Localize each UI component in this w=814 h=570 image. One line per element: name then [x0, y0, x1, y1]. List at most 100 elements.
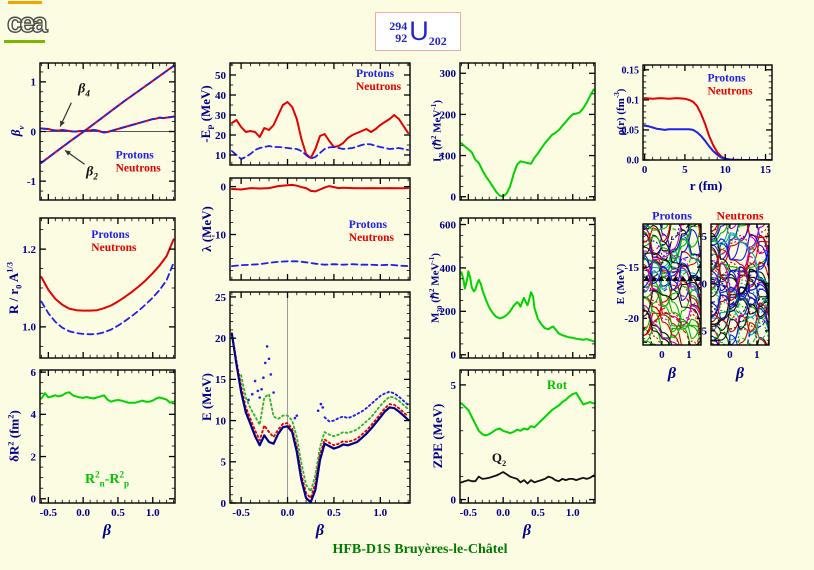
ylabel-delta-r2: δR2 (fm2) [5, 410, 22, 462]
beta4-annotation: β4 [78, 81, 90, 99]
ylabel-zpe: ZPE (MeV) [430, 403, 445, 469]
nuclide-box: 294 92 U 202 [375, 12, 461, 51]
ylabel-lambda: λ (MeV) [199, 206, 214, 252]
svg-text:0.5: 0.5 [111, 507, 125, 519]
svg-text:1.0: 1.0 [373, 507, 387, 519]
svg-text:30: 30 [215, 110, 227, 122]
svg-text:-0.5: -0.5 [460, 507, 478, 519]
cea-logo-letters: cea [7, 7, 48, 38]
svg-text:5: 5 [451, 380, 457, 392]
svg-text:6: 6 [31, 367, 37, 379]
nuclide-mass-charge: 294 92 [389, 20, 407, 44]
xlabel-r-fm: r (fm) [689, 178, 723, 193]
svg-text:0.5: 0.5 [531, 507, 545, 519]
svg-text:0: 0 [702, 278, 708, 290]
xlabel-beta-col3: β [522, 522, 532, 539]
xlabel-beta-sp-protons: β [667, 365, 677, 382]
ylabel-radius: R / r0 A1/3 [4, 261, 24, 315]
svg-text:4: 4 [31, 409, 37, 421]
svg-text:25: 25 [215, 292, 227, 304]
nuclide-symbol: U [409, 16, 429, 46]
svg-text:100: 100 [440, 150, 457, 162]
svg-text:0.15: 0.15 [622, 65, 640, 76]
svg-text:40: 40 [215, 90, 227, 102]
ylabel-pairing: -EP (MeV) [198, 85, 216, 143]
svg-text:1.0: 1.0 [566, 507, 580, 519]
svg-text:0: 0 [31, 494, 37, 506]
nuclide-neutron-number: 202 [428, 34, 447, 48]
cea-logo-text: cea [6, 6, 52, 38]
panel-sp_neutrons: 5 0 -5 0 1 [698, 223, 770, 361]
ylabel-beta-nu: βν [8, 125, 26, 137]
svg-text:5: 5 [702, 231, 708, 243]
xlabel-beta-sp-neutrons: β [735, 365, 745, 382]
svg-text:0: 0 [451, 494, 457, 506]
svg-text:-15: -15 [624, 262, 639, 274]
sp-protons-title: Protons [652, 208, 692, 223]
svg-text:0.0: 0.0 [281, 507, 295, 519]
ylabel-m20: M20 (ℏ2 MeV-1) [428, 252, 444, 324]
svg-text:Neutrons: Neutrons [356, 81, 402, 93]
ylabel-density: ρ(r) (fm-3) [613, 88, 627, 136]
svg-text:-0.5: -0.5 [232, 507, 250, 519]
svg-text:300: 300 [440, 68, 457, 80]
logo-green-bar-icon [4, 40, 45, 43]
panel-energy: -0.5 0.0 0.5 1.0 0 5 10 15 20 25 [215, 291, 411, 519]
svg-text:50: 50 [215, 70, 227, 82]
svg-text:Protons: Protons [116, 149, 155, 161]
svg-text:10: 10 [720, 164, 732, 176]
svg-text:1: 1 [754, 349, 760, 361]
svg-text:-10: -10 [211, 229, 226, 241]
svg-text:0: 0 [451, 192, 457, 204]
svg-text:Protons: Protons [708, 73, 747, 85]
svg-text:600: 600 [440, 219, 457, 231]
panel-zpe: -0.5 0.0 0.5 1.0 0 5 [451, 369, 596, 519]
svg-text:-1: -1 [27, 176, 36, 188]
svg-text:20: 20 [215, 333, 227, 345]
ylabel-energy: E (MeV) [199, 372, 214, 422]
svg-text:0: 0 [727, 349, 733, 361]
svg-text:0: 0 [221, 181, 227, 193]
svg-text:Protons: Protons [356, 68, 395, 80]
svg-text:Neutrons: Neutrons [708, 86, 754, 98]
svg-text:Protons: Protons [349, 219, 388, 231]
panel-inertia: 0 100 200 300 [440, 62, 596, 204]
svg-text:2: 2 [31, 451, 37, 463]
svg-text:0: 0 [642, 164, 648, 176]
svg-text:15: 15 [760, 164, 772, 176]
svg-text:Neutrons: Neutrons [349, 232, 395, 244]
svg-text:-5: -5 [698, 326, 708, 338]
svg-text:10: 10 [215, 415, 227, 427]
svg-text:1: 1 [686, 349, 692, 361]
svg-text:0: 0 [659, 349, 665, 361]
svg-text:0: 0 [451, 350, 457, 362]
r2n-minus-r2p-annotation: R2n-R2p [84, 469, 130, 489]
cea-logo: cea [4, 0, 64, 48]
svg-text:10: 10 [215, 150, 227, 162]
ylabel-sp-energy: E (MeV) [615, 263, 627, 305]
xlabel-beta-col1: β [102, 522, 112, 539]
panel-m20: 0 200 400 600 [440, 217, 596, 362]
svg-text:200: 200 [440, 109, 457, 121]
svg-text:Neutrons: Neutrons [116, 162, 162, 174]
beta2-annotation: β2 [86, 164, 98, 182]
svg-text:15: 15 [215, 374, 227, 386]
svg-text:Neutrons: Neutrons [91, 242, 137, 254]
svg-text:1: 1 [31, 77, 37, 89]
svg-text:-20: -20 [624, 313, 639, 325]
panel-sp_protons: -15 -20 0 1 [624, 223, 702, 361]
q2-annotation: Q2 [491, 450, 507, 468]
xlabel-beta-col2: β [315, 522, 325, 539]
svg-text:400: 400 [440, 263, 457, 275]
page-caption: HFB-D1S Bruyères-le-Châtel [332, 542, 508, 557]
svg-text:Protons: Protons [91, 229, 130, 241]
svg-text:0.1: 0.1 [627, 95, 640, 106]
svg-text:1.0: 1.0 [146, 507, 160, 519]
logo-orange-bar-icon [8, 1, 42, 4]
